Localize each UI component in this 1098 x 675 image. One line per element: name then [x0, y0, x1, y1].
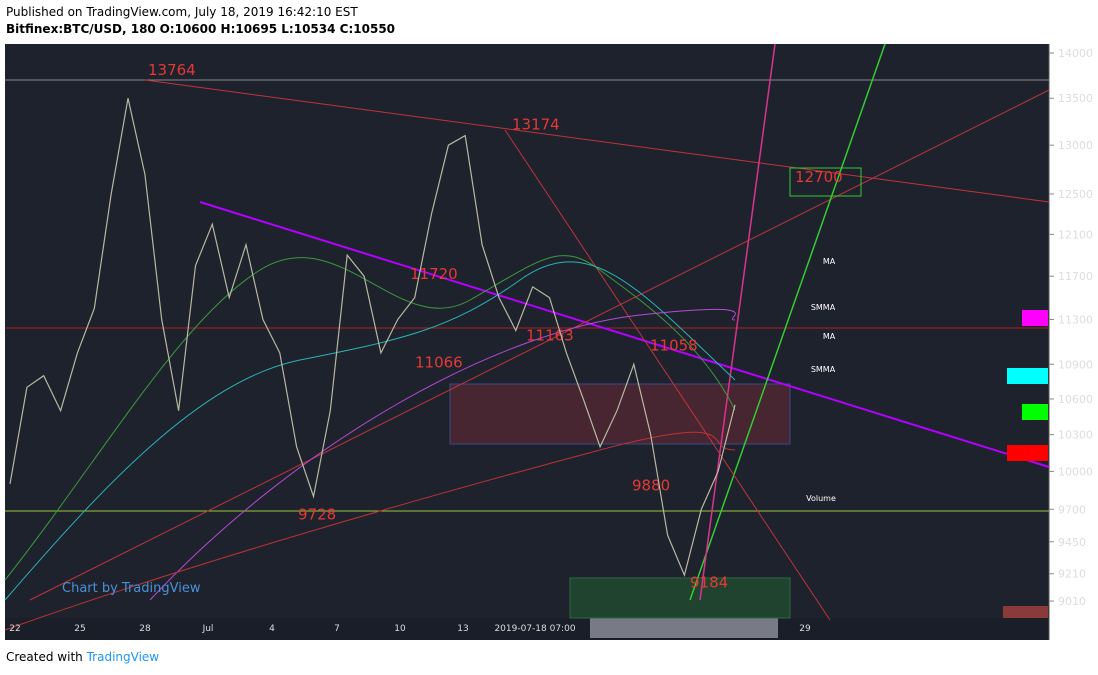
time-strip — [5, 618, 1049, 640]
ohlc: O:10600 H:10695 L:10534 C:10550 — [159, 22, 396, 36]
time-label: 29 — [799, 624, 811, 634]
color-tag — [1022, 404, 1048, 420]
time-label: Jul — [202, 624, 214, 634]
indicator-label: SMMA — [811, 303, 836, 312]
header: Published on TradingView.com, July 18, 2… — [6, 4, 395, 38]
footer-text: Created with — [6, 650, 83, 664]
color-tag — [1003, 606, 1048, 618]
price-annotation: 9880 — [632, 476, 670, 494]
price-tick-label: 9010 — [1058, 595, 1086, 608]
price-tick-label: 9450 — [1058, 536, 1086, 549]
price-annotation: 9184 — [690, 573, 728, 591]
price-tick-label: 13000 — [1058, 139, 1093, 152]
price-tick-label: 10900 — [1058, 358, 1093, 371]
zone-box — [449, 383, 791, 445]
indicator-label: MA — [823, 257, 836, 266]
price-annotation: 9728 — [298, 506, 336, 524]
chart-bg — [5, 44, 1049, 640]
price-annotation: 13764 — [148, 61, 196, 79]
trend-line — [689, 43, 886, 601]
symbol-line: Bitfinex:BTC/USD, 180 O:10600 H:10695 L:… — [6, 21, 395, 38]
color-tag — [1007, 368, 1048, 384]
price-tick-label: 11700 — [1058, 270, 1093, 283]
trend-line — [144, 79, 1050, 203]
indicator-label: Volume — [806, 494, 836, 503]
ma-line — [4, 255, 736, 581]
time-label: 28 — [139, 624, 151, 634]
price-annotation: 11720 — [410, 265, 458, 283]
price-tick-label: 12500 — [1058, 188, 1093, 201]
price-tick-label: 11300 — [1058, 313, 1093, 326]
price-tick-label: 10000 — [1058, 465, 1093, 478]
price-annotation: 11163 — [526, 327, 574, 345]
price-tick-label: 12100 — [1058, 228, 1093, 241]
time-highlight — [590, 618, 778, 638]
ma-line-2 — [149, 308, 736, 601]
trend-line — [199, 201, 1050, 468]
price-annotation: 11058 — [650, 336, 698, 354]
price-line — [9, 98, 736, 577]
color-tag — [1022, 310, 1048, 326]
price-annotation: 13174 — [512, 116, 560, 134]
symbol: Bitfinex:BTC/USD, 180 — [6, 22, 156, 36]
footer-brand: TradingView — [86, 650, 160, 664]
zone-box-green — [569, 577, 791, 619]
price-annotation: 12700 — [795, 168, 843, 186]
price-tick-label: 9210 — [1058, 568, 1086, 581]
time-label: 13 — [457, 624, 468, 634]
price-tick-label: 10600 — [1058, 393, 1093, 406]
price-tick-label: 13500 — [1058, 92, 1093, 105]
trend-line — [29, 89, 1050, 601]
target-box — [789, 167, 862, 197]
time-label: 22 — [9, 624, 20, 634]
time-label: 10 — [394, 624, 406, 634]
footer: Created with TradingView — [6, 650, 159, 664]
color-tag — [1007, 445, 1048, 461]
price-annotation: 11066 — [415, 353, 463, 371]
time-label: 2019-07-18 07:00 — [494, 624, 575, 634]
price-tick-label: 9700 — [1058, 503, 1086, 516]
smma-line-2 — [4, 431, 736, 631]
indicator-label: SMMA — [811, 365, 836, 374]
price-tick-label: 10300 — [1058, 429, 1093, 442]
smma-line — [4, 261, 736, 601]
trend-line — [504, 129, 831, 621]
price-tick-label: 14000 — [1058, 47, 1093, 60]
volume-label: 8475 — [1065, 545, 1088, 555]
time-label: 7 — [334, 624, 340, 634]
watermark: Chart by TradingView — [62, 581, 201, 596]
indicator-label: MA — [823, 332, 836, 341]
time-label: 4 — [269, 624, 275, 634]
published: Published on TradingView.com, July 18, 2… — [6, 5, 358, 19]
chart: Chart by TradingView 8475 14000 13500 1300… — [4, 43, 1093, 640]
trend-line — [699, 43, 776, 601]
time-label: 25 — [74, 624, 85, 634]
